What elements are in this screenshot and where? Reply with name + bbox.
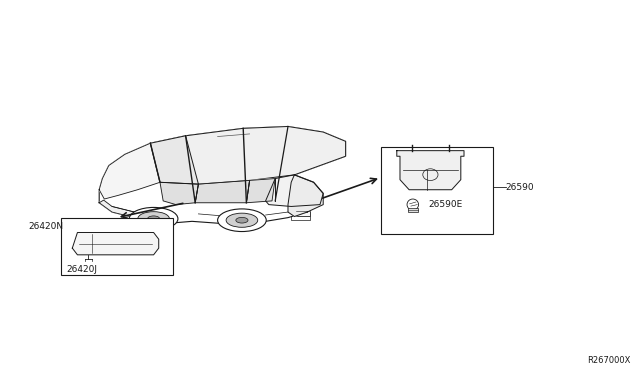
Text: 26590: 26590 — [506, 183, 534, 192]
Bar — [294, 205, 310, 216]
Polygon shape — [150, 126, 346, 184]
Text: 26590E: 26590E — [429, 200, 463, 209]
Bar — [61, 218, 173, 275]
Polygon shape — [72, 232, 159, 255]
Polygon shape — [99, 200, 134, 218]
Bar — [381, 147, 493, 234]
Polygon shape — [99, 143, 160, 199]
Ellipse shape — [138, 212, 170, 226]
Text: R267000X: R267000X — [587, 356, 630, 365]
Polygon shape — [150, 136, 198, 184]
Polygon shape — [288, 175, 323, 217]
Ellipse shape — [407, 199, 419, 210]
Polygon shape — [397, 151, 464, 190]
Bar — [291, 216, 310, 220]
Polygon shape — [99, 126, 346, 224]
Ellipse shape — [226, 213, 258, 227]
Polygon shape — [195, 180, 250, 203]
Text: 26420J: 26420J — [66, 265, 97, 274]
Ellipse shape — [147, 216, 160, 222]
Bar — [408, 208, 418, 212]
Ellipse shape — [129, 208, 178, 230]
Text: 26420N: 26420N — [29, 222, 64, 231]
Polygon shape — [246, 179, 275, 203]
Polygon shape — [160, 182, 198, 205]
Ellipse shape — [218, 209, 266, 231]
Ellipse shape — [236, 217, 248, 223]
Polygon shape — [266, 175, 323, 206]
